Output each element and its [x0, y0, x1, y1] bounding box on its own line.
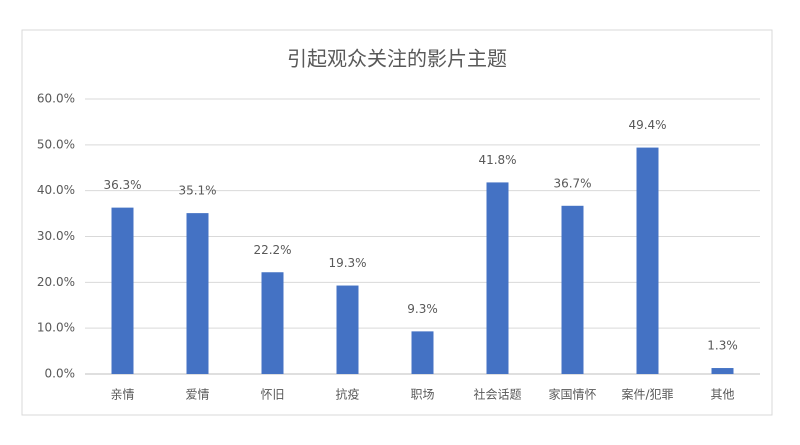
data-label: 35.1% — [178, 184, 216, 198]
data-label: 36.3% — [103, 178, 141, 192]
y-tick-label: 20.0% — [37, 275, 75, 289]
bar — [111, 207, 134, 374]
x-tick-label: 爱情 — [185, 388, 209, 402]
y-tick-label: 40.0% — [37, 183, 75, 197]
x-tick-label: 怀旧 — [260, 388, 284, 402]
data-label: 19.3% — [328, 256, 366, 270]
data-label: 9.3% — [407, 302, 438, 316]
x-tick-label: 抗疫 — [335, 387, 359, 402]
x-tick-label: 职场 — [410, 388, 434, 402]
bar — [336, 285, 359, 374]
data-label: 22.2% — [253, 243, 291, 257]
data-label: 49.4% — [628, 118, 666, 132]
bar — [561, 205, 584, 374]
x-tick-label: 案件/犯罪 — [621, 387, 673, 402]
y-tick-label: 0.0% — [45, 367, 76, 381]
x-tick-label: 社会话题 — [473, 387, 521, 402]
x-tick-label: 家国情怀 — [548, 387, 596, 402]
bar — [486, 182, 509, 374]
bar — [636, 147, 659, 374]
x-tick-label: 亲情 — [110, 388, 134, 402]
y-tick-label: 10.0% — [37, 321, 75, 335]
chart-border — [21, 29, 773, 416]
data-label: 36.7% — [553, 176, 591, 190]
data-label: 41.8% — [478, 153, 516, 167]
chart-title: 引起观众关注的影片主题 — [287, 47, 507, 71]
y-tick-label: 50.0% — [37, 137, 75, 151]
data-label: 1.3% — [707, 339, 738, 353]
bar — [261, 272, 284, 374]
bar — [186, 213, 209, 374]
x-tick-label: 其他 — [710, 388, 734, 402]
bar — [711, 368, 734, 374]
y-tick-label: 60.0% — [37, 92, 75, 106]
bar — [411, 331, 434, 374]
y-tick-label: 30.0% — [37, 229, 75, 243]
